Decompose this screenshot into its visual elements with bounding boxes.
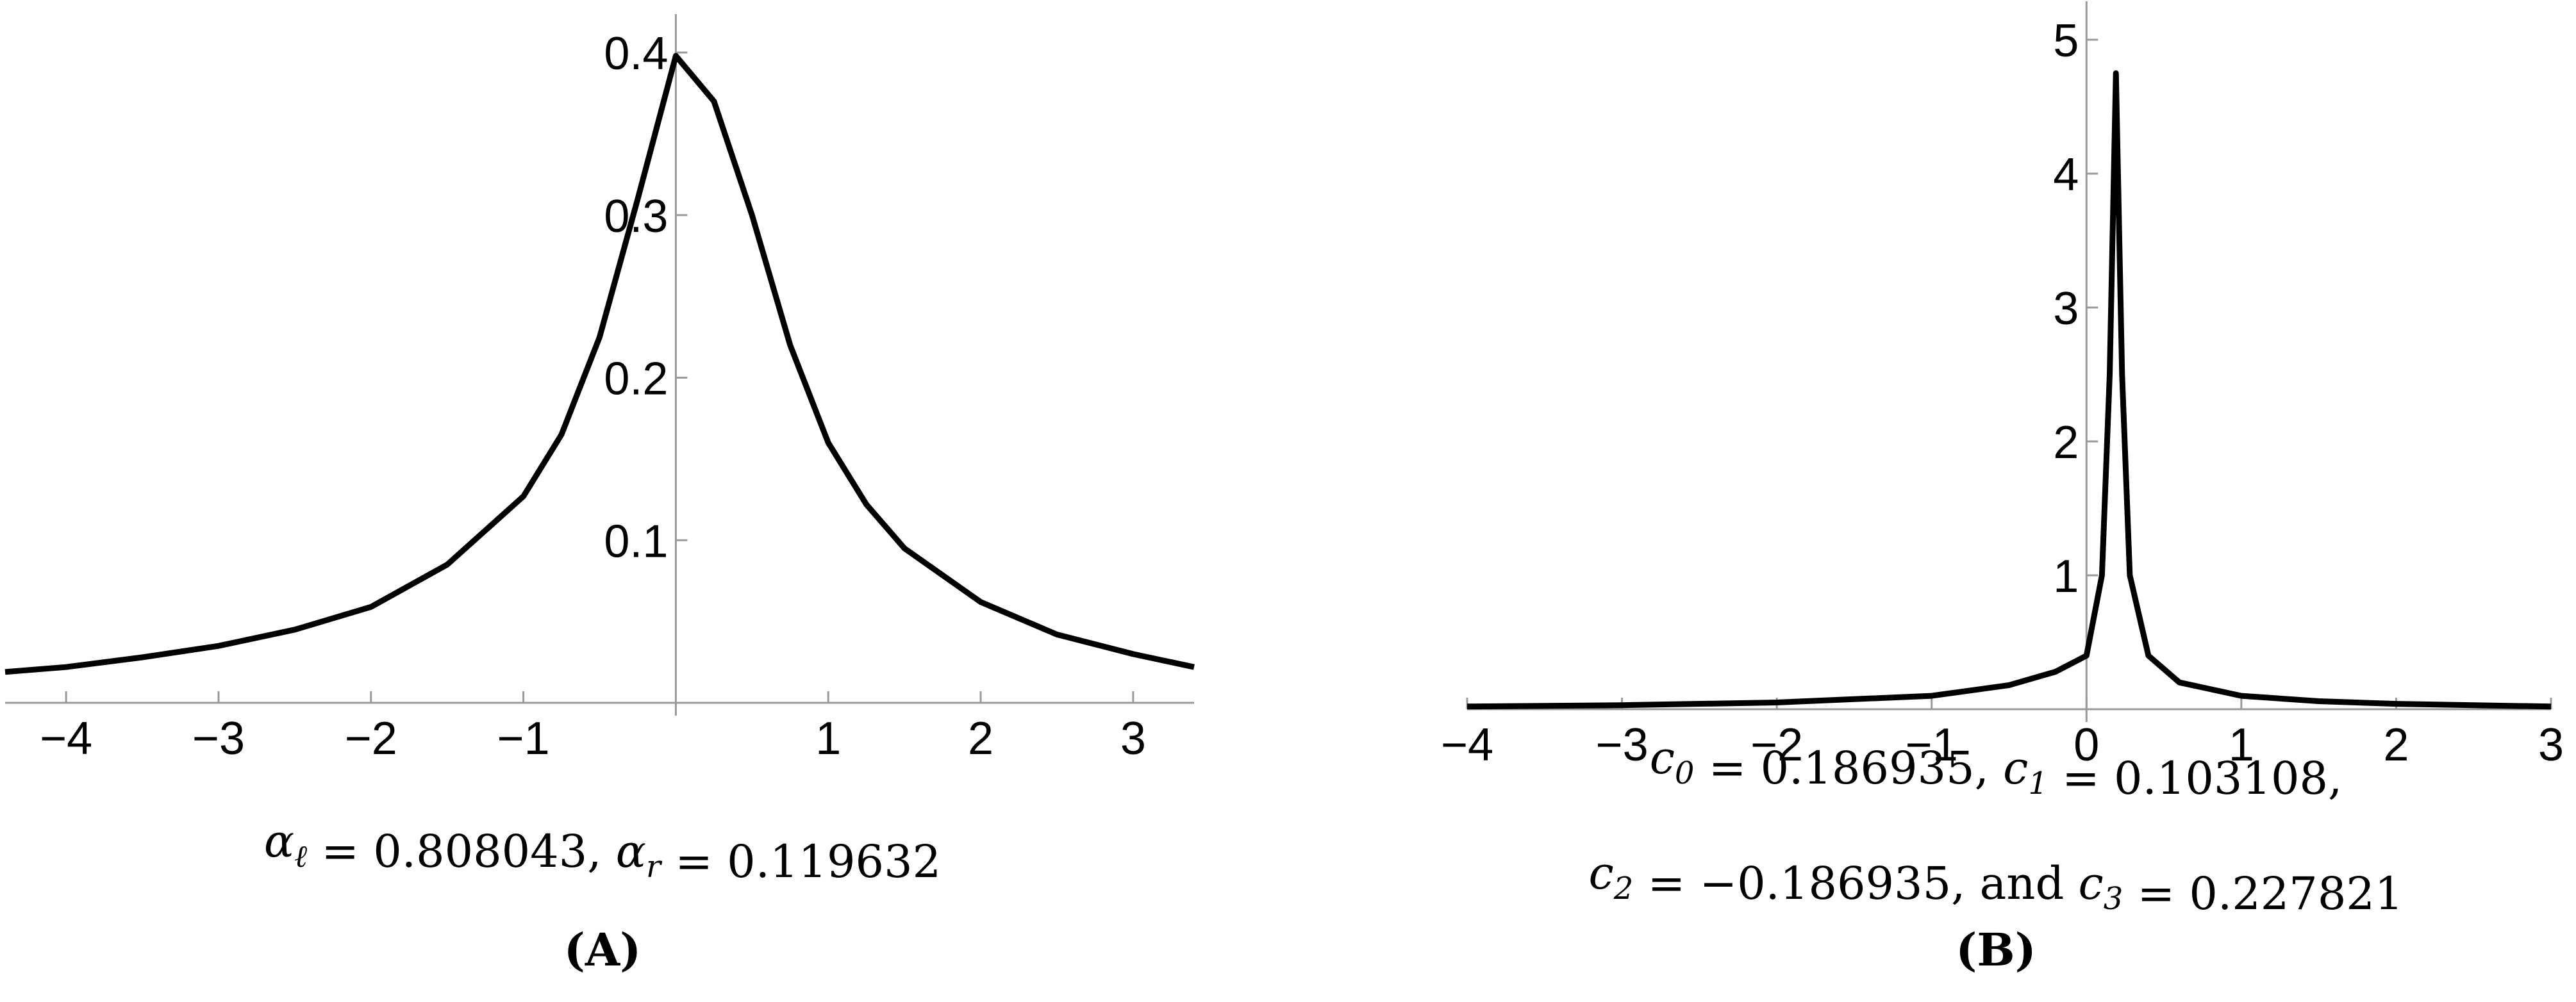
caption-text: = 0.186935, <box>1694 742 2003 794</box>
y-tick-label: 3 <box>2053 283 2079 334</box>
caption: αℓ = 0.808043, αr = 0.119632 <box>264 815 941 888</box>
y-tick-label: 0.4 <box>604 28 668 79</box>
caption-text: c <box>1589 847 1614 899</box>
x-tick-label: 3 <box>2538 719 2564 771</box>
x-tick-label: 1 <box>815 713 841 764</box>
x-tick-label: −2 <box>345 713 397 764</box>
caption-subscript: 3 <box>2104 881 2123 917</box>
x-tick-label: 2 <box>2383 719 2409 771</box>
x-tick-label: −3 <box>192 713 245 764</box>
data-line <box>4 53 1195 675</box>
panel-label: (B) <box>1956 923 2036 976</box>
y-tick-label: 5 <box>2053 15 2079 67</box>
data-line <box>1467 70 2552 710</box>
caption-subscript: 1 <box>2028 766 2048 801</box>
x-tick-label: −3 <box>1596 719 1649 771</box>
caption-text: = 0.227821 <box>2123 867 2403 920</box>
caption-subscript: 2 <box>1613 871 1634 907</box>
caption-text: = 0.808043, <box>307 825 616 878</box>
caption: c0 = 0.186935, c1 = 0.103108, <box>1650 732 2343 805</box>
y-tick-label: 0.1 <box>604 516 668 567</box>
x-tick-label: −1 <box>497 713 550 764</box>
x-tick-label: 2 <box>968 713 993 764</box>
x-tick-label: −4 <box>1441 719 1493 771</box>
caption-subscript: 0 <box>1675 755 1695 791</box>
caption-text: = 0.119632 <box>661 835 941 888</box>
caption-text: c <box>2003 742 2028 794</box>
y-tick-label: 2 <box>2053 417 2079 468</box>
y-tick-label: 0.2 <box>604 354 668 405</box>
caption: c2 = −0.186935, and c3 = 0.227821 <box>1589 847 2404 920</box>
caption-text: α <box>616 825 646 878</box>
x-tick-label: 1 <box>2229 719 2254 771</box>
x-tick-label: 3 <box>1120 713 1146 764</box>
x-tick-label: −1 <box>1906 719 1958 771</box>
x-tick-label: 0 <box>2073 719 2099 771</box>
x-tick-label: −4 <box>40 713 92 764</box>
y-tick-label: 1 <box>2053 551 2079 602</box>
x-tick-label: −2 <box>1750 719 1803 771</box>
caption-text: = −0.186935, and <box>1633 857 2078 910</box>
caption-text: c <box>2079 857 2104 910</box>
caption-subscript: ℓ <box>294 839 307 875</box>
caption-text: α <box>264 815 294 867</box>
y-tick-label: 4 <box>2053 149 2079 201</box>
caption-text: = 0.103108, <box>2048 752 2342 805</box>
caption-text: c <box>1650 732 1675 784</box>
panel-label: (A) <box>564 923 642 976</box>
caption-subscript: r <box>646 849 663 885</box>
